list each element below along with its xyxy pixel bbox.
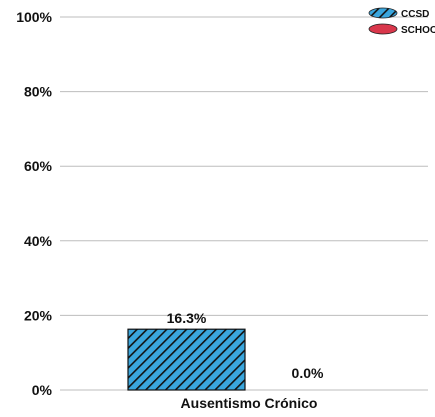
y-tick-label: 20% [24,307,53,323]
grid-lines [60,16,428,391]
y-tick-label: 100% [16,9,52,25]
legend-label: CCSD [401,9,429,20]
legend: CCSD SCHOO [368,7,435,36]
legend-swatch-schoo [368,23,398,35]
data-label: 0.0% [292,365,324,381]
bar-ccsd [127,328,246,391]
y-tick-label: 0% [32,382,53,398]
bars [127,328,246,391]
y-tick-label: 60% [24,158,53,174]
y-axis-ticks: 0% 20% 40% 60% 80% 100% [16,9,52,398]
data-labels: 16.3% 0.0% [167,310,324,381]
x-axis-categories: Ausentismo Crónico [181,395,318,411]
legend-label: SCHOO [401,25,435,36]
y-tick-label: 40% [24,233,53,249]
data-label: 16.3% [167,310,207,326]
category-label: Ausentismo Crónico [181,395,318,411]
y-tick-label: 80% [24,84,53,100]
legend-swatch-ccsd [368,7,398,19]
